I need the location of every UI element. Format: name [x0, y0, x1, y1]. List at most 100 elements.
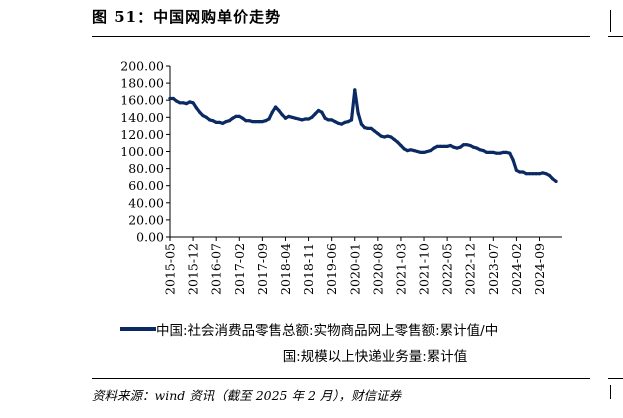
data-point	[346, 120, 350, 124]
data-point	[303, 117, 307, 121]
x-tick-label: 2024-02	[509, 243, 524, 295]
data-point	[250, 120, 255, 124]
x-tick-label: 2015-12	[186, 243, 201, 295]
x-tick-label: 2022-05	[440, 243, 455, 295]
data-point	[379, 134, 383, 138]
data-point	[455, 146, 459, 150]
data-point	[217, 120, 222, 124]
data-point	[181, 101, 185, 105]
legend-swatch	[120, 327, 156, 331]
data-point	[386, 134, 390, 138]
data-point	[227, 119, 231, 123]
x-tick-label: 2015-05	[163, 243, 178, 295]
data-point	[201, 114, 205, 118]
data-point	[389, 135, 393, 139]
data-point	[260, 120, 264, 124]
x-tick-label: 2018-11	[301, 243, 316, 295]
data-point	[468, 143, 472, 148]
adjacent-panel-bottom-divider	[608, 378, 623, 379]
series-line	[168, 88, 558, 183]
data-point	[237, 114, 241, 118]
data-point	[462, 143, 466, 147]
data-point	[402, 147, 406, 151]
y-tick-label: 180.00	[120, 76, 164, 91]
data-point	[188, 100, 192, 104]
chart-legend: 中国:社会消费品零售总额:实物商品网上零售额:累计值/中 国:规模以上快递业务量…	[120, 318, 590, 370]
data-point	[293, 116, 297, 120]
data-point	[392, 137, 396, 142]
x-tick-label: 2019-06	[324, 243, 339, 295]
data-point	[409, 148, 413, 152]
data-point	[544, 172, 548, 176]
data-point	[326, 118, 330, 122]
data-point	[270, 110, 274, 114]
data-point	[274, 105, 278, 109]
data-point	[422, 150, 426, 154]
title-divider	[92, 36, 590, 37]
data-point	[419, 150, 423, 154]
data-point	[415, 149, 419, 154]
data-point	[554, 179, 558, 183]
data-point	[429, 149, 433, 153]
data-point	[478, 148, 482, 152]
data-point	[313, 112, 317, 116]
x-tick-label: 2021-03	[393, 243, 408, 295]
data-point	[518, 170, 522, 174]
legend-label-line1: 中国:社会消费品零售总额:实物商品网上零售额:累计值/中	[156, 323, 499, 339]
data-point	[359, 122, 363, 126]
y-tick-label: 120.00	[120, 127, 164, 142]
data-point	[425, 149, 429, 154]
data-point	[399, 143, 403, 148]
data-point	[168, 96, 172, 101]
data-point	[343, 120, 347, 124]
y-tick-label: 100.00	[120, 144, 164, 159]
data-point	[528, 172, 532, 176]
x-tick-label: 2020-01	[347, 243, 362, 295]
data-point	[287, 114, 291, 118]
data-point	[465, 143, 469, 147]
data-point	[277, 108, 281, 113]
y-tick-label: 200.00	[120, 59, 164, 74]
x-tick-label: 2018-04	[278, 243, 293, 295]
data-point	[353, 88, 357, 92]
data-point	[264, 119, 268, 123]
y-tick-label: 40.00	[128, 195, 164, 210]
data-point	[297, 117, 301, 121]
data-point	[514, 168, 518, 172]
data-point	[448, 143, 452, 148]
data-point	[541, 171, 545, 175]
data-point	[280, 113, 284, 117]
x-tick-label: 2017-02	[232, 243, 247, 295]
line-chart: 0.00 20.00 40.00 60.00 80.00 100.00 120.00 140.…	[120, 59, 562, 295]
data-point	[481, 149, 485, 153]
x-tick-label: 2023-07	[486, 243, 501, 295]
y-tick-label: 160.00	[120, 93, 164, 108]
data-point	[333, 120, 337, 124]
y-tick-label: 140.00	[120, 110, 164, 125]
y-tick-label: 80.00	[128, 161, 164, 176]
adjacent-panel-divider	[608, 36, 623, 37]
data-point	[208, 118, 212, 122]
data-point	[366, 126, 370, 130]
data-point	[204, 115, 208, 119]
x-tick-label: 2022-12	[463, 243, 478, 295]
x-tick-label: 2024-09	[532, 243, 547, 295]
data-point	[323, 116, 327, 120]
series-layer	[168, 88, 558, 183]
data-point	[267, 117, 271, 121]
data-point	[504, 150, 509, 154]
page-title: 图 51：中国网购单价走势	[92, 8, 282, 26]
data-point	[376, 131, 380, 136]
chart-area: 0.00 20.00 40.00 60.00 80.00 100.00 120.00 140.…	[92, 44, 590, 374]
data-point	[349, 118, 354, 122]
data-point	[300, 118, 304, 122]
data-point	[501, 150, 505, 154]
data-point	[178, 101, 182, 105]
data-point	[442, 144, 446, 148]
data-point	[320, 110, 324, 114]
data-point	[432, 146, 436, 150]
data-point	[372, 129, 377, 133]
data-point	[244, 119, 248, 123]
y-tick-label: 0.00	[136, 230, 164, 245]
data-point	[340, 122, 344, 126]
